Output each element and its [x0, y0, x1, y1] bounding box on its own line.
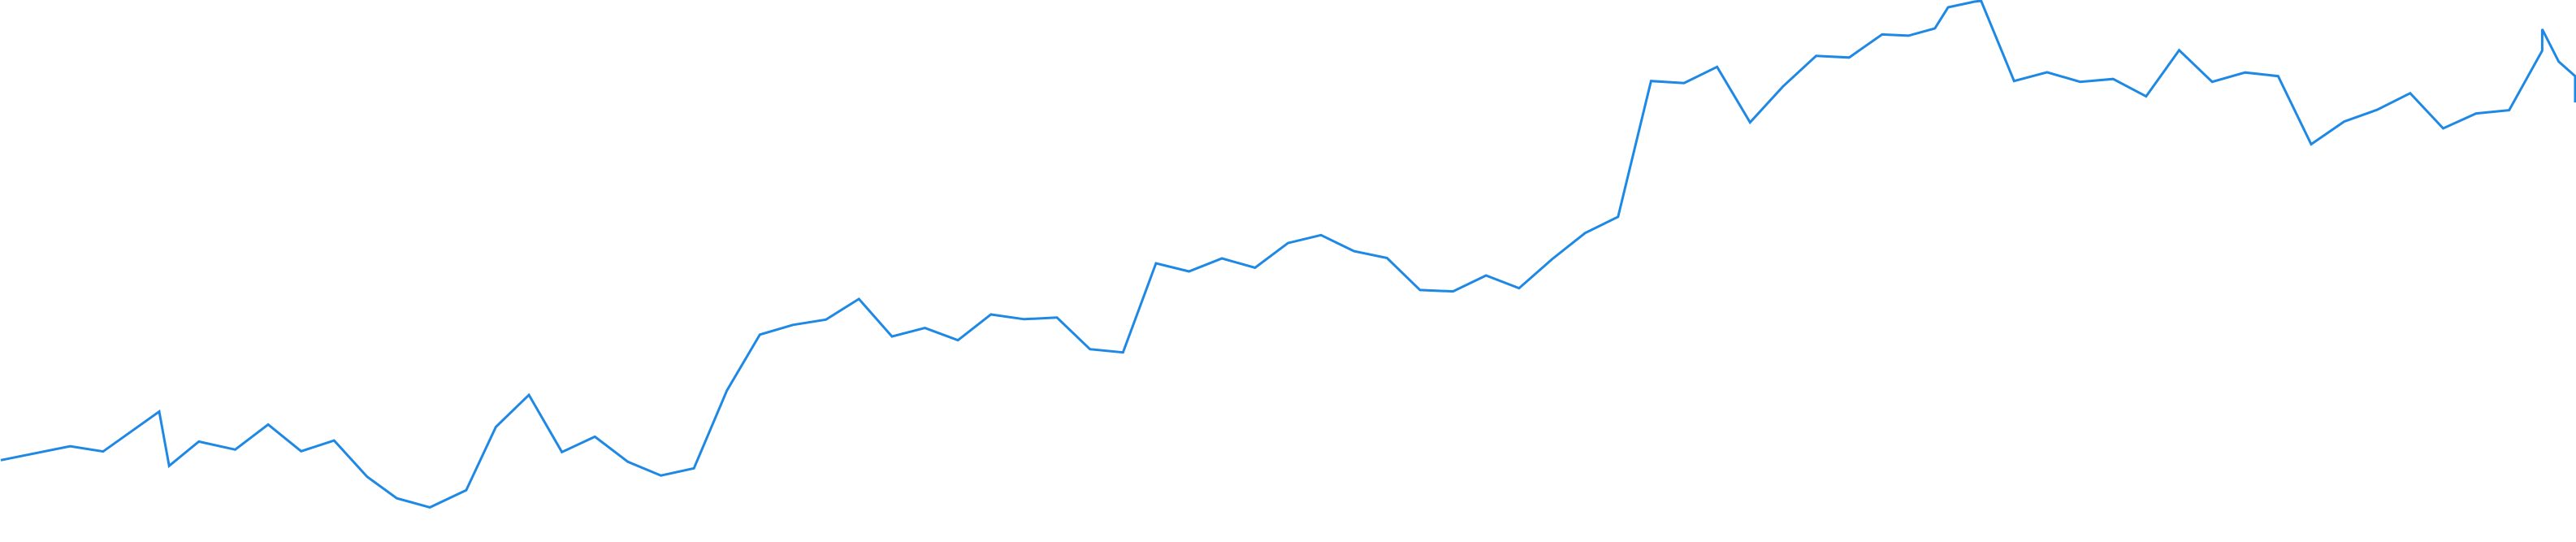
- series-layer: [0, 0, 2576, 509]
- series-line-1: [0, 0, 2576, 509]
